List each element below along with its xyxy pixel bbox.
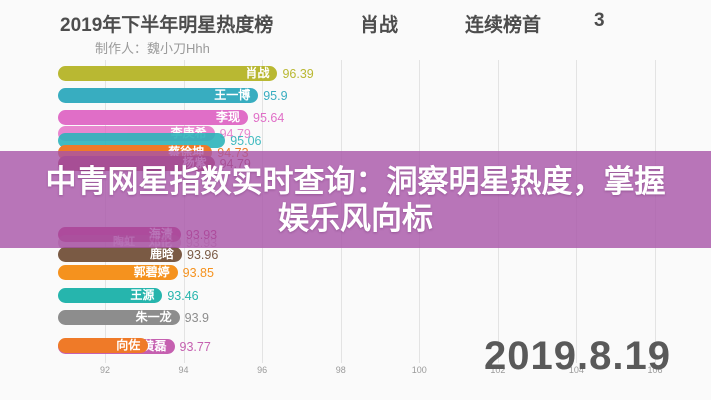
bar-row: 李现 (58, 110, 248, 125)
bar-row (58, 133, 226, 148)
bar-name-label: 王源 (130, 288, 155, 302)
bar-name-label: 向佐 (116, 338, 141, 352)
axis-tick-label: 106 (647, 365, 663, 375)
axis-tick-label: 94 (178, 365, 189, 375)
axis-tick-label: 100 (411, 365, 427, 375)
bar-value-label: 93.77 (179, 340, 211, 354)
bar-value-label: 95.64 (253, 111, 285, 125)
overlay-text-line2: 娱乐风向标 (278, 200, 433, 236)
leader-streak-count: 3 (594, 10, 605, 31)
bar-row: 朱一龙 (58, 310, 180, 325)
bar-row: 王源 (58, 288, 163, 303)
axis-tick-label: 98 (335, 365, 346, 375)
bar-row: 郭碧婷 (58, 265, 178, 280)
axis-tick-label: 102 (490, 365, 506, 375)
bar-name-label: 鹿晗 (149, 247, 174, 261)
bar-name-label: 黄磊 (142, 339, 167, 353)
axis-tick-label: 96 (257, 365, 268, 375)
bar-value-label: 93.96 (187, 248, 219, 262)
bar-row: 向佐 (58, 338, 149, 353)
bar-value-label: 93.85 (182, 266, 214, 280)
bar-name-label: 肖战 (245, 66, 270, 80)
bar-row: 肖战 (58, 66, 278, 81)
bar-value-label: 95.06 (230, 134, 262, 148)
bar-value-label: 94.79 (219, 127, 251, 141)
watermark-overlay-banner: 中青网星指数实时查询：洞察明星热度，掌握 娱乐风向标 (0, 151, 711, 248)
bar-name-label: 李现 (215, 110, 240, 124)
leader-status-label: 连续榜首 (465, 15, 542, 36)
bar-value-label: 95.9 (263, 89, 288, 103)
bar-value-label: 96.39 (282, 67, 314, 81)
axis-tick-label: 104 (568, 365, 584, 375)
bar-value-label: 93.9 (184, 311, 209, 325)
overlay-text-line1: 中青网星指数实时查询：洞察明星热度，掌握 (45, 163, 666, 199)
chart-author-subtitle: 制作人：魏小刀Hhh (95, 41, 210, 56)
leader-name: 肖战 (360, 15, 399, 36)
bar-row: 王一博 (58, 88, 259, 103)
current-date-label: 2019.8.19 (484, 334, 671, 378)
bar-value-label: 93.46 (167, 289, 199, 303)
axis-tick-label: 92 (99, 365, 111, 375)
bar-name-label: 王一博 (214, 88, 251, 102)
bar-name-label: 郭碧婷 (133, 265, 170, 279)
bar-row: 鹿晗 (58, 247, 182, 262)
chart-title: 2019年下半年明星热度榜 (60, 15, 274, 36)
bar-name-label: 朱一龙 (135, 310, 172, 324)
